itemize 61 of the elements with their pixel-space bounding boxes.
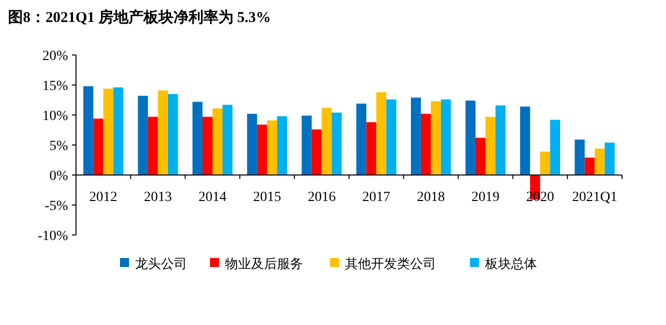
bar	[93, 118, 104, 175]
bar	[386, 99, 396, 175]
bar	[584, 158, 595, 175]
y-tick-label: -5%	[44, 199, 68, 214]
bar	[520, 106, 530, 175]
bar	[410, 98, 421, 175]
bar	[212, 108, 222, 175]
bar	[103, 88, 114, 175]
y-tick-label: 15%	[42, 79, 68, 94]
bar	[267, 120, 278, 175]
legend-label: 物业及后服务	[225, 256, 303, 271]
bar	[332, 112, 342, 175]
bar	[158, 90, 168, 175]
bar	[148, 116, 158, 175]
bar	[376, 92, 386, 175]
legend-label: 龙头公司	[135, 256, 187, 271]
bar	[257, 124, 268, 175]
bar	[540, 152, 550, 175]
bar	[202, 116, 212, 175]
y-tick-label: -10%	[38, 229, 68, 244]
bar	[604, 142, 615, 175]
bar	[168, 94, 178, 175]
chart-title: 图8：2021Q1 房地产板块净利率为 5.3%	[8, 8, 271, 26]
bar	[302, 116, 312, 175]
x-tick-label: 2015	[253, 190, 282, 205]
x-tick-label: 2019	[472, 190, 500, 205]
bar	[322, 108, 332, 175]
legend-label: 板块总体	[484, 256, 537, 271]
y-tick-label: 0%	[49, 169, 68, 184]
bar	[496, 105, 506, 175]
legend-label: 其他开发类公司	[345, 256, 436, 271]
x-tick-label: 2017	[362, 190, 390, 205]
x-tick-label: 2014	[198, 190, 226, 205]
bar	[486, 116, 496, 175]
bar	[574, 140, 585, 175]
bar	[247, 114, 258, 175]
bar	[83, 86, 94, 175]
bar	[192, 102, 202, 175]
x-tick-label: 2016	[308, 190, 336, 205]
bar	[277, 116, 288, 175]
x-tick-label: 2018	[416, 190, 445, 205]
bar	[366, 122, 376, 175]
x-tick-label: 2013	[144, 190, 172, 205]
bar	[476, 138, 486, 175]
bar	[138, 96, 148, 175]
x-tick-label: 2012	[89, 190, 118, 205]
bar	[440, 99, 451, 175]
bar	[222, 104, 232, 175]
x-tick-label: 2021Q1	[572, 190, 618, 205]
y-tick-label: 20%	[42, 49, 68, 64]
bar	[356, 104, 366, 175]
y-tick-label: 10%	[42, 109, 68, 124]
bar	[113, 87, 124, 175]
bar	[312, 129, 322, 175]
bar	[430, 101, 441, 175]
bar	[550, 120, 560, 175]
bar	[466, 100, 476, 175]
bar	[420, 114, 431, 175]
y-tick-label: 5%	[49, 139, 68, 154]
bar	[594, 148, 605, 175]
x-tick-label: 2020	[526, 190, 554, 205]
